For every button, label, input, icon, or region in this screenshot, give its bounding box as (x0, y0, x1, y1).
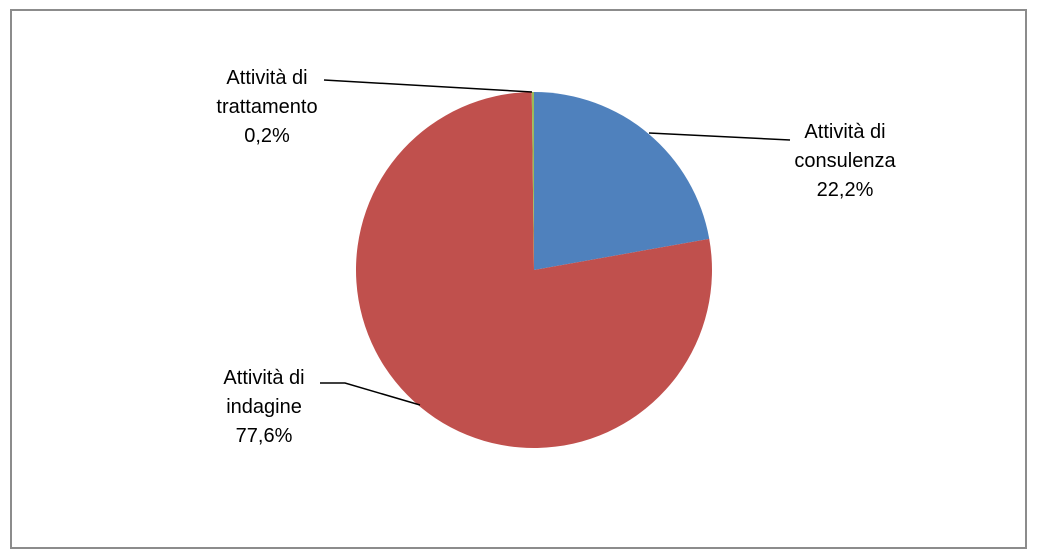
pie-slices (355, 91, 712, 448)
leader-line (323, 79, 533, 93)
slice-labels: Attività di consulenza 22,2% Attività di ind… (216, 67, 896, 447)
slice-name-label: indagine (226, 396, 302, 418)
slice-name-label: Attività di (223, 367, 304, 389)
slice-name-label: Attività di (226, 67, 307, 89)
slice-percent-label: 0,2% (244, 125, 290, 147)
slice-label: Attività di consulenza 22,2% (794, 121, 896, 201)
slice-percent-label: 22,2% (817, 179, 874, 201)
leader-line (320, 382, 421, 406)
slice-name-label: consulenza (794, 150, 896, 172)
leader-lines (320, 79, 791, 406)
pie-slice (355, 92, 712, 448)
slice-name-label: Attività di (804, 121, 885, 143)
slice-label: Attività di indagine 77,6% (223, 367, 304, 447)
leader-line (648, 132, 791, 141)
slice-label: Attività di trattamento 0,2% (216, 67, 317, 147)
slice-percent-label: 77,6% (236, 425, 293, 447)
pie-slice (534, 92, 710, 270)
pie-slice (531, 91, 534, 270)
slice-name-label: trattamento (216, 96, 317, 118)
